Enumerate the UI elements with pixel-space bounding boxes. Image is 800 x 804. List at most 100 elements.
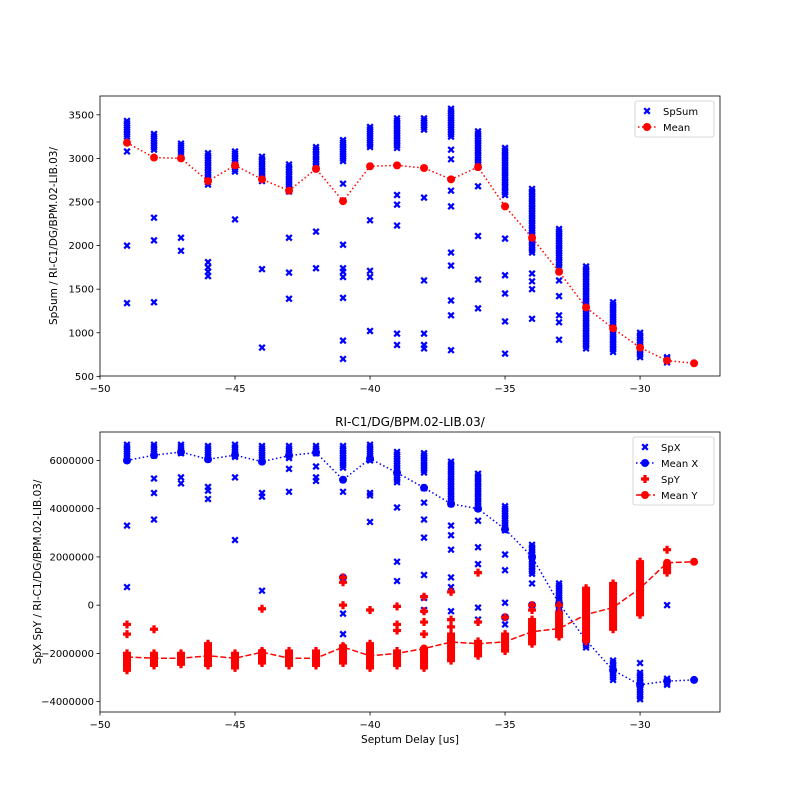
x-tick-label: −30 xyxy=(630,720,651,731)
data-point xyxy=(150,515,158,524)
data-point xyxy=(636,669,644,677)
data-point xyxy=(420,330,428,338)
data-point xyxy=(555,579,563,588)
data-point xyxy=(339,337,347,345)
data-point xyxy=(204,149,212,157)
data-point xyxy=(339,294,347,302)
data-point xyxy=(366,273,374,281)
data-point xyxy=(609,657,617,665)
x-tick-label: −35 xyxy=(494,384,515,395)
data-point xyxy=(204,639,213,648)
data-point xyxy=(177,441,185,449)
data-point xyxy=(285,442,293,450)
data-point xyxy=(150,474,158,483)
x-tick-label: −35 xyxy=(494,720,515,731)
mean-point xyxy=(582,303,591,312)
series-spx xyxy=(123,441,671,703)
data-point xyxy=(447,187,455,195)
data-point xyxy=(150,130,158,138)
data-point xyxy=(474,304,482,312)
data-point xyxy=(555,601,564,610)
data-point xyxy=(393,626,402,635)
data-point xyxy=(258,493,266,501)
mean-point xyxy=(447,638,456,647)
data-point xyxy=(312,646,321,655)
data-point xyxy=(258,442,266,450)
data-point xyxy=(339,241,347,249)
data-point xyxy=(231,649,240,658)
data-point xyxy=(150,441,158,449)
data-point xyxy=(528,605,537,614)
x-tick-label: −45 xyxy=(224,384,245,395)
data-point xyxy=(312,462,320,471)
mean-point xyxy=(285,654,294,663)
legend-label: Mean Y xyxy=(661,491,698,502)
x-tick-label: −30 xyxy=(630,384,651,395)
data-point xyxy=(231,536,239,544)
data-point xyxy=(447,248,455,257)
data-point xyxy=(609,298,617,306)
legend-label: Mean xyxy=(663,123,690,134)
data-point xyxy=(474,543,482,551)
data-point xyxy=(501,144,509,152)
mean-point xyxy=(393,649,402,658)
mean-point xyxy=(555,267,564,276)
data-point xyxy=(339,442,347,450)
data-point xyxy=(447,615,456,624)
mean-point xyxy=(231,654,240,663)
data-point xyxy=(474,127,482,135)
data-point xyxy=(528,185,536,193)
data-point xyxy=(231,215,239,224)
mean-point xyxy=(690,675,699,684)
data-point xyxy=(150,236,158,244)
mean-point xyxy=(312,448,321,457)
data-point xyxy=(123,583,131,591)
data-point xyxy=(420,449,428,457)
mean-point xyxy=(555,624,564,633)
mean-point xyxy=(609,666,618,675)
data-point xyxy=(312,228,320,236)
data-point xyxy=(312,442,320,450)
x-tick-label: −45 xyxy=(224,720,245,731)
series-mean-x xyxy=(123,448,699,689)
data-point xyxy=(123,299,131,307)
series-mean-y xyxy=(123,557,699,663)
data-point xyxy=(258,265,266,273)
data-point xyxy=(420,114,428,122)
data-point xyxy=(393,503,401,512)
data-point xyxy=(366,216,374,224)
data-point xyxy=(663,601,671,609)
axes-frame xyxy=(99,431,721,713)
legend-label: SpSum xyxy=(663,107,698,118)
data-point xyxy=(501,620,509,629)
data-point xyxy=(474,568,483,577)
data-point xyxy=(501,235,509,243)
mean-point xyxy=(501,525,510,534)
data-point xyxy=(474,517,482,525)
mean-point xyxy=(150,451,159,460)
data-point xyxy=(150,649,159,658)
y-tick-label: −2000000 xyxy=(41,649,94,660)
data-point xyxy=(501,630,510,639)
mean-point xyxy=(312,164,321,173)
y-tick-label: 6000000 xyxy=(49,456,94,467)
mean-point xyxy=(258,457,267,466)
legend: SpSum Mean xyxy=(634,100,715,138)
series-mean xyxy=(123,138,699,368)
mean-point xyxy=(474,639,483,648)
x-axis-label: Septum Delay [us] xyxy=(361,734,459,746)
data-point xyxy=(501,317,509,326)
data-point xyxy=(501,502,509,510)
x-tick-label: −50 xyxy=(89,720,110,731)
data-point xyxy=(555,311,563,319)
mean-point xyxy=(150,153,159,162)
data-point xyxy=(204,495,212,503)
data-point xyxy=(123,117,131,125)
data-point xyxy=(393,114,401,122)
data-point xyxy=(393,620,402,629)
data-point xyxy=(339,180,347,188)
data-point xyxy=(555,292,563,300)
data-point xyxy=(447,458,455,466)
mean-point xyxy=(123,456,132,465)
